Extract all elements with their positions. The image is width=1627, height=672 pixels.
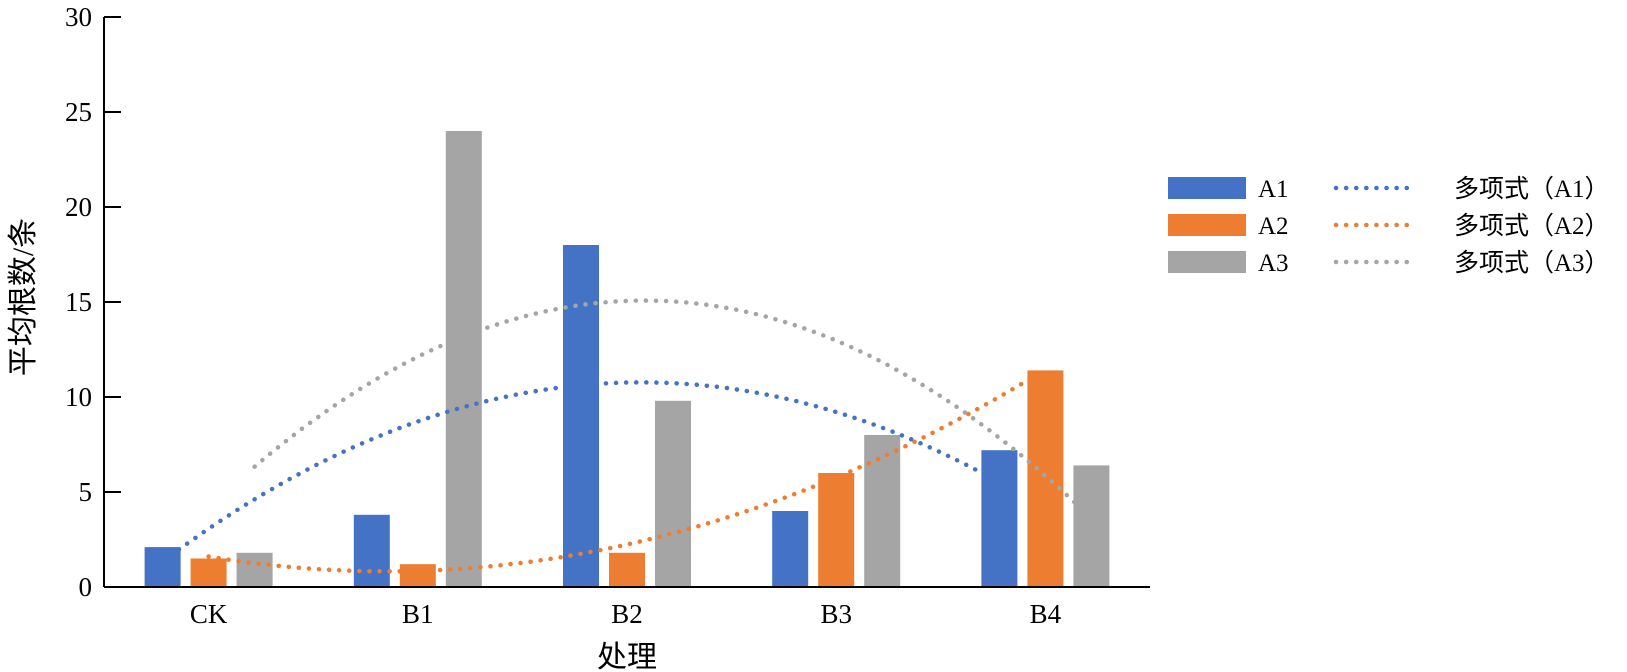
bar-a2-ck	[190, 558, 227, 587]
y-tick-label: 5	[79, 477, 93, 507]
bar-a2-b4	[1027, 370, 1064, 587]
legend-trend-label-a3: 多项式（A3）	[1454, 249, 1610, 277]
legend-swatch-a2	[1168, 214, 1246, 236]
bar-a3-b1	[445, 131, 482, 587]
trendlines-group	[160, 298, 1094, 574]
x-tick-label: B4	[1030, 599, 1062, 629]
bar-a1-b1	[353, 514, 390, 587]
x-axis-title: 处理	[597, 641, 657, 672]
trendline-a2	[206, 367, 1048, 574]
y-tick-label: 30	[65, 2, 92, 32]
x-tick-label: B2	[611, 599, 643, 629]
bar-a1-b3	[772, 511, 809, 587]
legend-trend-label-a2: 多项式（A2）	[1454, 212, 1610, 240]
y-tick-label: 0	[79, 572, 93, 602]
bar-a1-ck	[144, 547, 181, 587]
trendline-a3	[252, 298, 1094, 521]
bar-a3-ck	[236, 552, 273, 587]
bar-a3-b2	[655, 400, 691, 587]
bar-a3-b4	[1073, 465, 1110, 587]
legend-swatch-a1	[1168, 177, 1246, 199]
legend-swatch-a3	[1168, 251, 1246, 273]
legend-label-a2: A2	[1258, 213, 1289, 240]
bar-a3-b3	[864, 435, 901, 587]
bar-a2-b3	[818, 473, 855, 587]
legend-label-a1: A1	[1258, 176, 1289, 203]
y-tick-label: 10	[65, 382, 92, 412]
legend: A1 A2 A3 多项式（A1） 多项式（A2） 多项式（A3）	[1168, 175, 1610, 277]
x-tick-label: B1	[402, 599, 434, 629]
y-tick-label: 15	[65, 287, 92, 317]
x-tick-label: B3	[820, 599, 852, 629]
bars-group	[144, 131, 1110, 587]
bar-a1-b4	[981, 450, 1018, 587]
axes-group	[103, 16, 1150, 588]
tick-labels-group: 0 5 10 15 20 25 30 CK B1 B2 B3 B4	[65, 2, 1062, 629]
y-axis-title: 平均根数/条	[7, 218, 40, 376]
x-tick-label: CK	[190, 599, 228, 629]
bar-a1-b2	[563, 245, 599, 587]
y-tick-label: 25	[65, 97, 92, 127]
y-tick-label: 20	[65, 192, 92, 222]
legend-label-a3: A3	[1258, 250, 1289, 277]
legend-trend-label-a1: 多项式（A1）	[1454, 175, 1610, 203]
bar-a2-b1	[399, 564, 436, 587]
bar-a2-b2	[609, 552, 645, 587]
